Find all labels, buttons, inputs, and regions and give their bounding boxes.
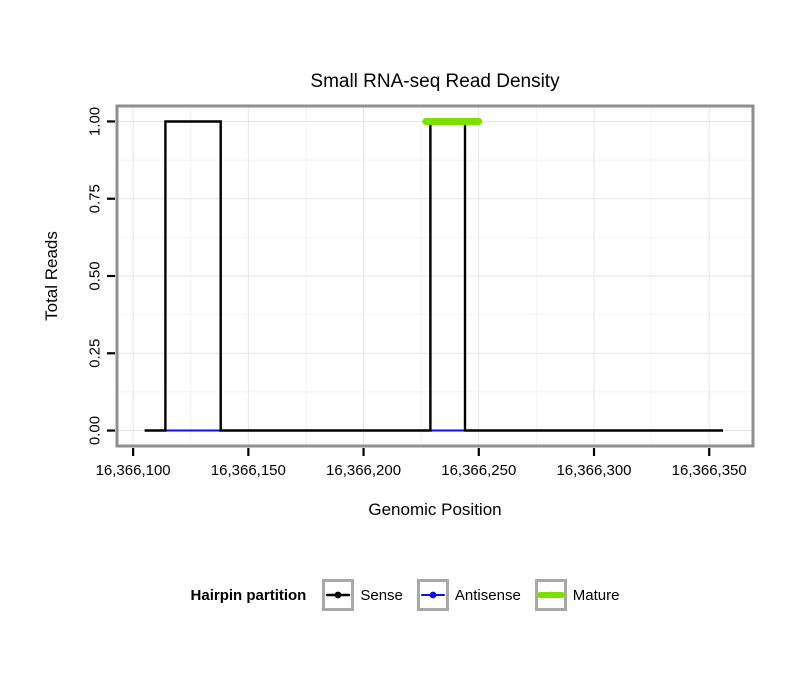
x-tick-label: 16,366,200 <box>326 462 401 479</box>
chart-title: Small RNA-seq Read Density <box>310 71 560 92</box>
legend-key-point <box>429 591 437 599</box>
legend-title: Hairpin partition <box>190 586 307 604</box>
legend-label-antisense: Antisense <box>454 586 521 604</box>
y-tick-label: 0.50 <box>87 261 104 290</box>
x-axis-title: Genomic Position <box>368 500 502 519</box>
x-tick-label: 16,366,350 <box>672 462 747 479</box>
legend-key-point <box>334 591 342 599</box>
legend-item-antisense: Antisense <box>416 579 521 611</box>
legend-key-sense <box>322 579 355 611</box>
x-tick-label: 16,366,100 <box>96 462 171 479</box>
legend-item-sense: Sense <box>322 579 403 611</box>
y-tick-label: 0.25 <box>87 339 104 368</box>
legend-label-mature: Mature <box>572 586 620 604</box>
legend-key-antisense <box>416 579 449 611</box>
legend: Hairpin partition Sense Antisense Mature <box>0 579 810 611</box>
x-tick-label: 16,366,250 <box>441 462 516 479</box>
legend-key-mature <box>534 579 567 611</box>
x-tick-label: 16,366,300 <box>556 462 631 479</box>
y-tick-label: 0.75 <box>87 184 104 213</box>
x-tick-label: 16,366,150 <box>211 462 286 479</box>
series-sense <box>144 120 723 432</box>
panel-border <box>115 104 755 448</box>
y-tick-label: 1.00 <box>87 107 104 136</box>
legend-label-sense: Sense <box>360 586 403 604</box>
legend-items: Sense Antisense Mature <box>322 579 619 611</box>
y-axis-title: Total Reads <box>42 231 61 321</box>
y-tick-label: 0.00 <box>87 416 104 445</box>
legend-item-mature: Mature <box>534 579 620 611</box>
legend-key-point <box>547 591 555 599</box>
